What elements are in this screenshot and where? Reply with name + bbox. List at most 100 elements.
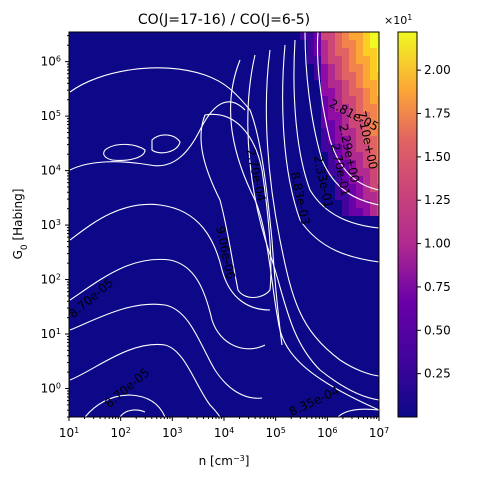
colorbar-tick-label: 1.50 <box>424 150 451 164</box>
x-tick-exponent: 4 <box>229 426 234 435</box>
heatmap-cell <box>370 88 377 96</box>
heatmap-cell <box>335 112 342 120</box>
contour-line <box>337 408 380 418</box>
heatmap-cell <box>370 56 377 64</box>
y-tick-base: 10 <box>41 55 56 69</box>
heatmap-cell <box>321 144 328 152</box>
heatmap-cell <box>363 40 370 48</box>
heatmap-cell <box>370 80 377 88</box>
heatmap-cell <box>356 88 363 96</box>
x-tick-label: 105 <box>265 426 285 441</box>
x-tick-exponent: 5 <box>281 426 286 435</box>
y-tick-base: 10 <box>41 327 56 341</box>
heatmap-cell <box>377 88 379 96</box>
heatmap-cell <box>349 144 356 152</box>
colorbar-tick-label: 0.75 <box>424 280 451 294</box>
heatmap-cell <box>321 64 328 72</box>
heatmap-cell <box>321 48 328 56</box>
colorbar-tick-label: 2.00 <box>424 63 451 77</box>
heatmap-cell <box>356 48 363 56</box>
heatmap-cell <box>377 160 379 168</box>
heatmap-cell <box>342 184 349 192</box>
heatmap-cell <box>335 72 342 80</box>
contour-line <box>200 113 272 299</box>
heatmap-cell <box>349 40 356 48</box>
colorbar-tick-label: 1.75 <box>424 107 451 121</box>
heatmap-cell <box>356 120 363 128</box>
heatmap-cell <box>377 144 379 152</box>
y-tick-label: 106 <box>41 54 61 69</box>
heatmap-cell <box>356 64 363 72</box>
heatmap-cell <box>377 184 379 192</box>
heatmap-cell <box>335 96 342 104</box>
heatmap-cell <box>307 32 314 40</box>
heatmap-cell <box>363 48 370 56</box>
x-tick-base: 10 <box>59 426 74 440</box>
heatmap-cell <box>356 144 363 152</box>
heatmap-cell <box>356 184 363 192</box>
heatmap-cell <box>370 112 377 120</box>
contour-line <box>69 303 263 399</box>
heatmap-cell <box>356 104 363 112</box>
heatmap-cell <box>342 64 349 72</box>
heatmap-cell <box>356 208 363 216</box>
heatmap-cell <box>328 48 335 56</box>
contour-line <box>69 203 271 311</box>
heatmap-cell <box>356 56 363 64</box>
heatmap-cell <box>377 112 379 120</box>
heatmap-cell <box>377 64 379 72</box>
contour-line <box>316 31 380 191</box>
heatmap-cell <box>328 112 335 120</box>
heatmap-cell <box>328 72 335 80</box>
x-axis-label: n [cm−3] <box>199 454 250 469</box>
heatmap-cell <box>377 120 379 128</box>
heatmap-cell <box>377 128 379 136</box>
heatmap-cell <box>349 96 356 104</box>
heatmap-cell <box>349 80 356 88</box>
heatmap-cell <box>349 48 356 56</box>
heatmap-cell <box>377 208 379 216</box>
heatmap-cell <box>370 40 377 48</box>
heatmap-cell <box>363 112 370 120</box>
colorbar-multiplier: ×101 <box>384 13 412 28</box>
x-tick-exponent: 7 <box>384 426 389 435</box>
heatmap-cell <box>335 40 342 48</box>
heatmap-cell <box>349 160 356 168</box>
x-tick-base: 10 <box>110 426 125 440</box>
heatmap-cell <box>321 40 328 48</box>
heatmap-cell <box>377 56 379 64</box>
x-axis-label-exponent: −3 <box>233 454 245 463</box>
heatmap-cell <box>377 40 379 48</box>
heatmap-cell <box>363 208 370 216</box>
heatmap-cell <box>307 56 314 64</box>
y-tick-base: 10 <box>41 273 56 287</box>
heatmap-cell <box>335 104 342 112</box>
x-axis-ticks: 101 102 103 104 105 106 107 <box>59 417 389 440</box>
contour-line <box>69 67 283 346</box>
heatmap-cell <box>342 128 349 136</box>
heatmap-cell <box>342 200 349 208</box>
heatmap-cell <box>377 176 379 184</box>
y-tick-base: 10 <box>41 164 56 178</box>
y-axis-label-subscript: 0 <box>20 244 30 250</box>
y-tick-label: 100 <box>41 381 61 396</box>
x-tick-label: 107 <box>369 426 389 441</box>
y-tick-base: 10 <box>41 109 56 123</box>
y-tick-exponent: 1 <box>56 327 61 336</box>
y-tick-label: 102 <box>41 272 61 287</box>
heatmap-cell <box>349 104 356 112</box>
heatmap-cell <box>377 32 379 40</box>
heatmap-cell <box>356 112 363 120</box>
heatmap-cell <box>335 200 342 208</box>
heatmap-cell <box>363 64 370 72</box>
heatmap-cell <box>363 96 370 104</box>
heatmap-cell <box>356 80 363 88</box>
heatmap-cell <box>300 32 307 40</box>
y-tick-exponent: 4 <box>56 163 61 172</box>
heatmap-cell <box>363 104 370 112</box>
heatmap-cell <box>349 208 356 216</box>
heatmap-cell <box>370 136 377 144</box>
heatmap-cell <box>363 72 370 80</box>
heatmap-cell <box>328 128 335 136</box>
